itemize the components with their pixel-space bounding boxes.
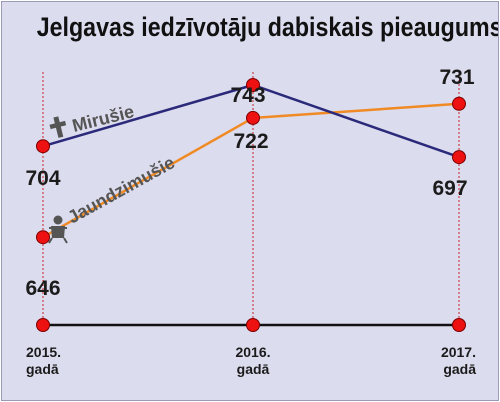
x-tick-label-1-1: gadā	[237, 361, 270, 377]
data-point-s0-1	[246, 78, 260, 92]
series-label-group-0: Mirušie	[49, 101, 136, 138]
data-point-s0-2	[452, 150, 466, 165]
data-point-s1-2	[452, 96, 466, 111]
x-tick-label-1-0: 2016.	[235, 344, 270, 360]
data-label-s0-2: 697	[432, 177, 467, 200]
baby-icon-head	[53, 215, 63, 225]
data-point-s1-1	[246, 110, 260, 125]
baby-icon	[48, 215, 68, 244]
data-label-s1-1: 722	[233, 130, 268, 153]
baby-icon-body	[51, 226, 65, 238]
baseline-marker-0	[36, 318, 50, 332]
cross-icon-horizontal	[49, 120, 67, 130]
series-label-group-1: Jaundzimušie	[64, 152, 178, 227]
baseline-marker-2	[452, 318, 466, 332]
data-point-s1-0	[36, 230, 50, 245]
x-tick-label-0-1: gadā	[26, 361, 59, 377]
x-tick-label-2-1: gadā	[443, 361, 476, 377]
x-tick-label-2-0: 2017.	[441, 344, 476, 360]
cross-icon	[49, 116, 67, 138]
series-name-label-1: Jaundzimušie	[64, 152, 178, 227]
data-label-s0-1: 743	[230, 84, 265, 107]
x-tick-label-0-0: 2015.	[26, 344, 61, 360]
series-name-label-0: Mirušie	[70, 101, 136, 136]
cross-icon-vertical	[53, 116, 64, 138]
data-label-s1-0: 646	[25, 277, 60, 300]
data-point-s0-0	[36, 139, 50, 154]
chart-title: Jelgavas iedzīvotāju dabiskais pieaugums	[36, 12, 499, 42]
baby-icon-legs	[48, 237, 68, 244]
data-label-s1-2: 731	[439, 66, 474, 89]
baseline-marker-1	[246, 318, 260, 332]
data-label-s0-0: 704	[25, 167, 60, 190]
